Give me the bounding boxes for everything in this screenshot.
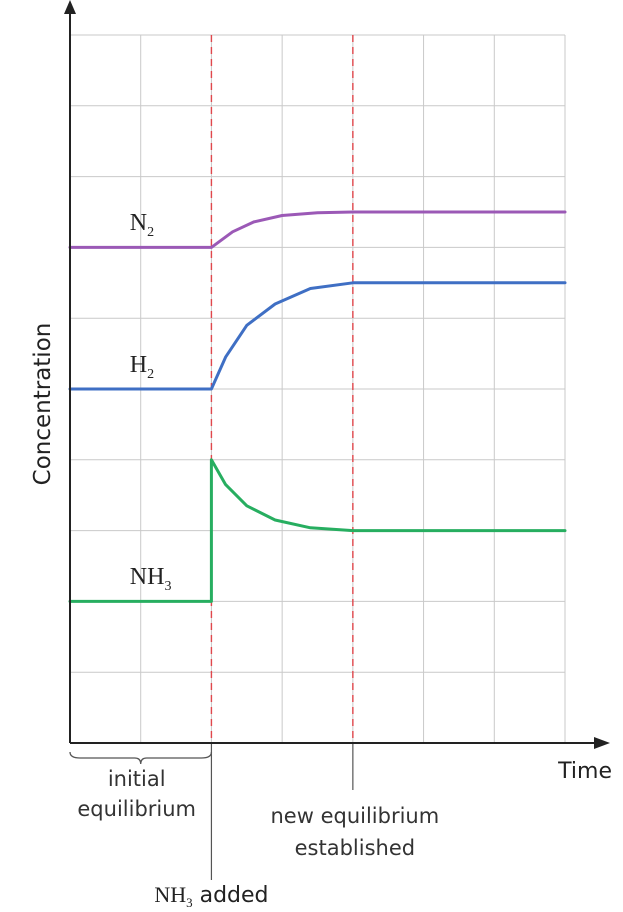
y-axis-arrow [64, 0, 76, 14]
nh3-added-label: NH3 added [154, 882, 268, 910]
x-axis-arrow [594, 737, 610, 749]
series-line-h2 [68, 281, 567, 391]
x-axis-label: Time [557, 759, 612, 784]
new-equilibrium-label-line: established [295, 836, 415, 860]
labels: N2 H2 NH3 Time Concentration initial equilibri… [30, 210, 612, 910]
series-label-nh3: NH3 [130, 564, 172, 594]
initial-equilibrium-label-line: equilibrium [77, 797, 196, 821]
series-label-n2: N2 [130, 210, 154, 240]
new-equilibrium-label-line: new equilibrium [270, 804, 439, 828]
initial-equilibrium-bracket [69, 751, 213, 765]
initial-equilibrium-label-line: initial [108, 767, 166, 791]
series-line-n2 [68, 210, 567, 249]
axes [64, 0, 610, 749]
series-label-h2: H2 [130, 352, 154, 382]
y-axis-label: Concentration [30, 323, 56, 486]
series-lines [68, 210, 567, 603]
series-line-nh3 [68, 458, 567, 603]
